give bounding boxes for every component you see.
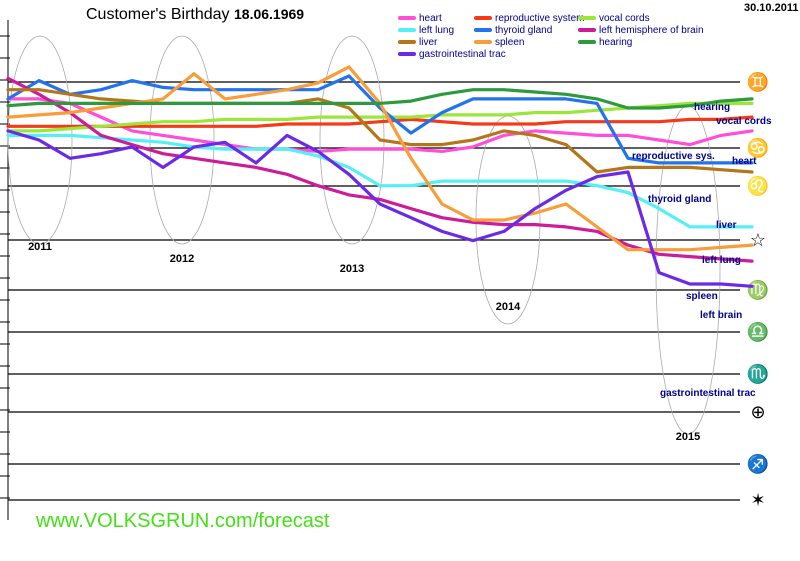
legend-label: thyroid gland xyxy=(495,25,553,36)
legend-swatch xyxy=(474,40,492,45)
row-glyph-icon: ♎ xyxy=(747,321,769,342)
legend-swatch xyxy=(398,40,416,45)
legend-item: left lung xyxy=(398,25,454,36)
series-line-0 xyxy=(6,97,754,153)
series-end-label: hearing xyxy=(694,102,730,113)
legend-item: vocal cords xyxy=(578,13,650,24)
series-end-label: left brain xyxy=(700,310,742,321)
year-ellipse xyxy=(7,35,73,245)
series-line-3 xyxy=(6,133,754,229)
legend-label: left hemisphere of brain xyxy=(599,25,704,36)
legend-label: spleen xyxy=(495,37,525,48)
forecast-url[interactable]: www.VOLKSGRUN.com/forecast xyxy=(36,510,330,532)
row-glyph-icon: ♊ xyxy=(747,71,769,92)
legend-label: vocal cords xyxy=(599,13,650,24)
legend-label: left lung xyxy=(419,25,455,36)
year-label: 2011 xyxy=(28,241,52,253)
series-line-6 xyxy=(6,88,754,174)
legend-label: gastrointestinal trac xyxy=(419,49,506,60)
legend-item: thyroid gland xyxy=(474,25,552,36)
year-ellipse xyxy=(319,35,385,245)
legend-item: left hemisphere of brain xyxy=(578,25,704,36)
series-line-4 xyxy=(6,74,754,165)
birthdate: 18.06.1969 xyxy=(234,6,305,22)
series-end-label: thyroid gland xyxy=(648,194,711,205)
row-glyph-icon: ♐ xyxy=(747,453,769,474)
year-label: 2014 xyxy=(496,301,521,313)
legend-label: liver xyxy=(419,37,438,48)
legend-item: spleen xyxy=(474,37,524,48)
row-glyph-icon: ♋ xyxy=(747,137,769,158)
year-label: 2015 xyxy=(676,431,700,443)
page-title: Customer's Birthday 18.06.1969 xyxy=(86,6,304,24)
legend-label: reproductive system xyxy=(495,13,585,24)
row-glyph-icon: ⊕ xyxy=(750,402,765,422)
legend-swatch xyxy=(398,16,416,21)
series-line-5 xyxy=(6,76,754,263)
legend-swatch xyxy=(578,28,596,33)
series-line-1 xyxy=(6,115,754,128)
legend-swatch xyxy=(578,40,596,45)
legend-item: gastrointestinal trac xyxy=(398,49,506,60)
report-date: 30.10.2011 xyxy=(744,2,799,14)
series-end-label: spleen xyxy=(686,291,718,302)
series-end-label: vocal cords xyxy=(716,116,772,127)
legend-label: hearing xyxy=(599,37,633,48)
legend-item: reproductive system xyxy=(474,13,584,24)
series-line-8 xyxy=(6,88,754,110)
legend-item: liver xyxy=(398,37,437,48)
legend-swatch xyxy=(474,28,492,33)
row-glyph-icon: ♍ xyxy=(747,279,769,300)
legend-item: hearing xyxy=(578,37,632,48)
legend-swatch xyxy=(398,52,416,57)
row-glyph-icon: ☆ xyxy=(750,230,766,250)
row-glyph-icon: ♌ xyxy=(747,175,769,196)
series-line-9 xyxy=(6,129,754,288)
year-label: 2012 xyxy=(170,253,194,265)
legend-swatch xyxy=(474,16,492,21)
series-end-label: reproductive sys. xyxy=(632,151,715,162)
year-label: 2013 xyxy=(340,263,364,275)
legend-label: heart xyxy=(419,13,442,24)
legend-swatch xyxy=(398,28,416,33)
title-text: Customer's Birthday xyxy=(86,6,230,23)
series-end-label: heart xyxy=(732,156,757,167)
series-end-label: gastrointestinal trac xyxy=(660,388,756,399)
legend: heart reproductive system vocal cords left … xyxy=(398,13,718,60)
series-end-label: left lung xyxy=(702,255,741,266)
row-glyph-icon: ♏ xyxy=(747,363,769,384)
legend-item: heart xyxy=(398,13,442,24)
legend-swatch xyxy=(578,16,596,21)
series-end-label: liver xyxy=(716,220,737,231)
row-glyph-icon: ✶ xyxy=(750,490,765,510)
